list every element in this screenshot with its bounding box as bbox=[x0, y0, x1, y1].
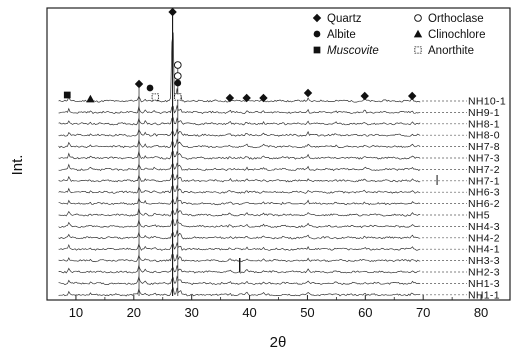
xrd-trace bbox=[58, 241, 421, 251]
xrd-trace bbox=[58, 275, 421, 285]
x-tick-label: 80 bbox=[474, 305, 488, 320]
quartz-marker bbox=[312, 13, 322, 23]
legend-label: Anorthite bbox=[428, 45, 474, 57]
legend-label: Orthoclase bbox=[428, 13, 484, 25]
x-axis-label: 2θ bbox=[270, 334, 287, 351]
sample-label: NH1-1 bbox=[468, 289, 500, 301]
anorthite-marker bbox=[174, 93, 182, 101]
xrd-trace bbox=[58, 196, 421, 206]
albite-marker bbox=[313, 30, 321, 38]
xrd-trace bbox=[58, 104, 421, 114]
x-tick-label: 30 bbox=[184, 305, 198, 320]
sample-label: NH7-8 bbox=[468, 141, 500, 153]
sample-label: NH2-3 bbox=[468, 267, 500, 279]
anorthite-marker bbox=[151, 93, 159, 101]
x-tick-label: 40 bbox=[242, 305, 256, 320]
muscovite-marker bbox=[63, 91, 71, 99]
legend: Quartz Orthoclase Albite Clinochlore Muscovi… bbox=[312, 13, 486, 57]
quartz-marker bbox=[168, 7, 177, 17]
xrd-trace bbox=[58, 117, 421, 126]
x-tick-label: 20 bbox=[127, 305, 141, 320]
legend-label: Clinochlore bbox=[428, 29, 486, 41]
sample-label: NH5 bbox=[468, 210, 490, 222]
quartz-marker bbox=[407, 91, 417, 101]
legend-label: Quartz bbox=[327, 13, 362, 25]
quartz-marker bbox=[242, 93, 251, 103]
sample-label: NH6-2 bbox=[468, 198, 500, 210]
xrd-trace bbox=[58, 207, 421, 217]
x-tick-label: 60 bbox=[358, 305, 372, 320]
quartz-marker bbox=[303, 88, 313, 98]
phase-markers bbox=[63, 7, 417, 103]
x-tick-label: 70 bbox=[416, 305, 430, 320]
xrd-trace bbox=[58, 218, 421, 229]
sample-label: NH6-3 bbox=[468, 187, 500, 199]
anorthite-marker bbox=[414, 46, 422, 54]
legend-label: Muscovite bbox=[327, 45, 379, 57]
quartz-marker bbox=[360, 91, 369, 101]
y-axis-label: Int. bbox=[9, 155, 26, 176]
quartz-marker bbox=[134, 79, 144, 89]
sample-label: NH7-3 bbox=[468, 153, 500, 165]
legend-label: Albite bbox=[327, 29, 356, 41]
xrd-trace bbox=[58, 229, 421, 240]
xrd-trace bbox=[58, 32, 421, 103]
sample-label: NH8-0 bbox=[468, 130, 500, 142]
orthoclase-marker bbox=[173, 72, 182, 80]
xrd-traces bbox=[58, 14, 467, 297]
orthoclase-marker bbox=[414, 14, 422, 22]
sample-label: NH4-1 bbox=[468, 244, 500, 256]
xrd-trace bbox=[58, 287, 421, 297]
xrd-trace bbox=[58, 184, 421, 194]
sample-label: NH4-2 bbox=[468, 232, 500, 244]
sample-label: NH7-2 bbox=[468, 164, 500, 176]
sample-label: NH8-1 bbox=[468, 118, 500, 130]
xrd-trace bbox=[58, 128, 421, 137]
albite-marker bbox=[174, 79, 182, 87]
sample-label: NH3-3 bbox=[468, 255, 500, 267]
clinochlore-marker bbox=[86, 94, 95, 103]
clinochlore-marker bbox=[413, 29, 423, 38]
quartz-marker bbox=[225, 93, 235, 103]
xrd-trace bbox=[58, 173, 421, 183]
xrd-trace bbox=[58, 138, 421, 149]
x-tick-label: 10 bbox=[69, 305, 83, 320]
x-tick-label: 50 bbox=[300, 305, 314, 320]
xrd-trace bbox=[58, 150, 421, 160]
quartz-marker bbox=[259, 93, 268, 103]
sample-label: NH7-1 bbox=[468, 175, 500, 187]
albite-marker bbox=[146, 84, 154, 92]
sample-label: NH1-3 bbox=[468, 278, 500, 290]
x-axis-ticks bbox=[75, 295, 482, 300]
muscovite-marker bbox=[313, 46, 321, 54]
orthoclase-marker bbox=[173, 61, 182, 69]
sample-labels: NH10-1NH9-1NH8-1NH8-0NH7-8NH7-3NH7-2NH7-… bbox=[468, 96, 506, 302]
xrd-trace bbox=[58, 162, 421, 172]
sample-label: NH4-3 bbox=[468, 221, 500, 233]
sample-label: NH10-1 bbox=[468, 96, 506, 108]
x-axis-tick-labels: 10 20 30 40 50 60 70 80 bbox=[69, 305, 489, 320]
sample-label: NH9-1 bbox=[468, 107, 500, 119]
